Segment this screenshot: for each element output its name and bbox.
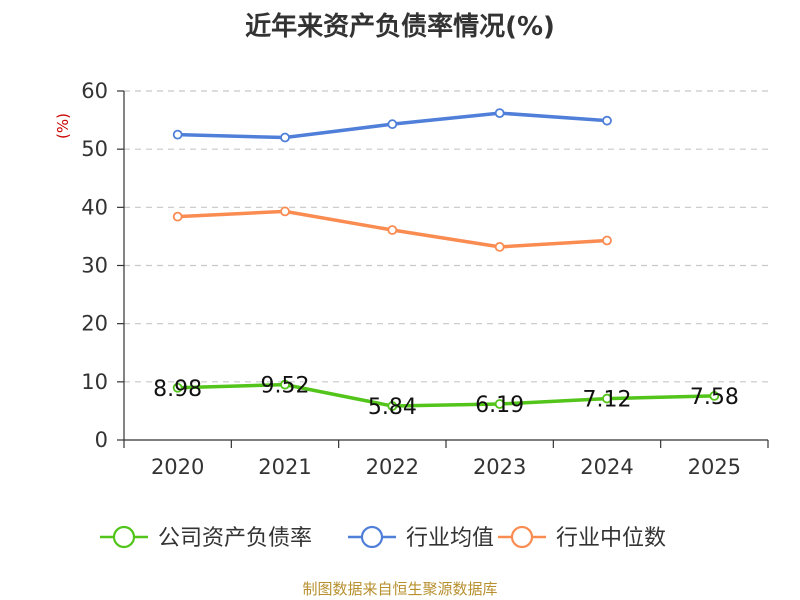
series-0-point-2023 (494, 399, 505, 409)
series-1-point-2022 (387, 119, 398, 130)
legend-marker-0 (112, 525, 136, 549)
series-2-point-2020 (172, 211, 183, 222)
legend-label-2: 行业中位数 (556, 526, 666, 551)
legend-marker-1 (360, 525, 384, 549)
y-tick-label-30: 30 (81, 254, 108, 278)
series-0-point-2024 (602, 393, 612, 404)
series-1-point-2023 (494, 108, 505, 119)
y-tick-label-10: 10 (81, 370, 108, 394)
series-1-point-2024 (602, 115, 612, 126)
y-tick-label-50: 50 (81, 137, 108, 161)
data-label-2024: 7.12 (583, 388, 632, 413)
series-1-point-2021 (280, 132, 290, 143)
series-2-point-2022 (387, 225, 398, 235)
source-footer: 制图数据来自恒生聚源数据库 (302, 580, 498, 598)
series-2-point-2023 (494, 241, 505, 252)
data-label-2020: 8.98 (153, 377, 202, 402)
series-2-point-2021 (280, 206, 290, 217)
legend-marker-2 (510, 525, 534, 549)
x-tick-label-2022: 2022 (366, 455, 419, 479)
series-0-point-2021 (280, 379, 290, 390)
x-tick-label-2025: 2025 (688, 455, 741, 479)
data-label-2025: 7.58 (690, 385, 739, 410)
series-0-point-2022 (387, 401, 398, 411)
y-tick-label-20: 20 (81, 312, 108, 336)
y-tick-label-40: 40 (81, 195, 108, 219)
data-label-2023: 6.19 (475, 393, 524, 418)
chart-title: 近年来资产负债率情况(%) (245, 12, 555, 42)
series-0-point-2025 (709, 391, 720, 401)
series-line-0 (177, 382, 715, 408)
legend-label-1: 行业均值 (406, 526, 494, 551)
data-label-2021: 9.52 (261, 374, 310, 399)
data-label-2022: 5.84 (368, 395, 417, 420)
series-0-point-2020 (172, 382, 183, 393)
x-tick-label-2023: 2023 (473, 455, 526, 479)
series-2-point-2024 (602, 235, 612, 246)
x-tick-label-2020: 2020 (151, 455, 204, 479)
y-axis-label: (%) (54, 113, 72, 139)
y-tick-label-0: 0 (95, 428, 108, 452)
x-tick-label-2024: 2024 (580, 455, 633, 479)
legend-label-0: 公司资产负债率 (158, 526, 312, 551)
x-tick-label-2021: 2021 (258, 455, 311, 479)
series-1-point-2020 (172, 129, 183, 140)
y-tick-label-60: 60 (81, 79, 108, 103)
